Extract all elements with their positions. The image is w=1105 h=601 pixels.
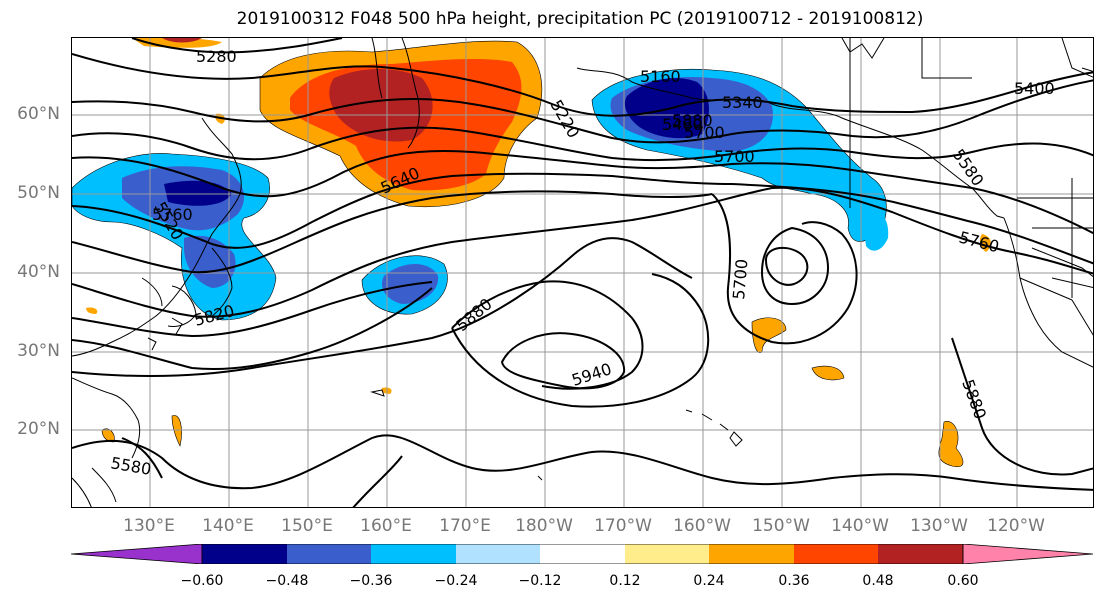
contour-label: 5460 [662, 115, 703, 134]
positive-anomaly-region [132, 38, 222, 48]
negative-anomaly-region [184, 235, 236, 288]
positive-anomaly-region [751, 317, 787, 353]
contour-label: 5160 [640, 67, 681, 86]
lat-label: 40°N [17, 262, 60, 282]
contour-label: 5340 [722, 93, 763, 112]
lat-label: 50°N [17, 183, 60, 203]
contour-label: 5280 [196, 47, 237, 66]
colorbar-swatch [878, 544, 963, 564]
lon-label: 140°E [202, 516, 254, 536]
contour-label: 5760 [152, 205, 193, 224]
colorbar-tick: 0.48 [862, 573, 894, 589]
lon-label: 130°W [910, 516, 968, 536]
colorbar-extend-high [962, 544, 1094, 564]
negative-anomaly-region [164, 180, 232, 206]
positive-anomaly-region [329, 69, 433, 142]
positive-anomaly-region [171, 415, 182, 447]
colorbar-tick: 0.12 [609, 573, 641, 589]
map-canvas: 5280 5220 5160 5340 5400 5460 5520 5580 … [72, 38, 1093, 507]
colorbar-tick: −0.36 [349, 573, 393, 589]
contour-label: 5700 [684, 123, 725, 142]
positive-anomaly-region [938, 421, 964, 468]
colorbar-swatch [202, 544, 287, 564]
graticule [72, 38, 1093, 507]
lon-label: 170°E [439, 516, 491, 536]
colorbar-tick: −0.60 [180, 573, 224, 589]
positive-anomaly-region [811, 365, 845, 381]
colorbar-swatch [371, 544, 456, 564]
positive-anomaly-region [101, 428, 115, 443]
colorbar-tick: −0.48 [265, 573, 309, 589]
colorbar [71, 544, 1094, 564]
positive-anomaly-region [162, 38, 202, 43]
colorbar-tick: −0.24 [434, 573, 478, 589]
negative-anomaly-region [862, 211, 889, 251]
positive-anomaly-region [979, 234, 991, 252]
lon-label: 130°E [123, 516, 175, 536]
lon-label: 120°W [987, 516, 1045, 536]
lat-label: 60°N [17, 104, 60, 124]
lon-label: 170°W [594, 516, 652, 536]
colorbar-swatch [540, 544, 625, 564]
colorbar-swatch [625, 544, 709, 564]
lat-label: 30°N [17, 341, 60, 361]
colorbar-tick: 0.36 [778, 573, 810, 589]
contour-label: 5400 [1014, 79, 1055, 98]
lon-label: 150°E [281, 516, 333, 536]
contour-label: 5880 [958, 377, 990, 422]
lon-label: 150°W [752, 516, 810, 536]
contour-label: 5760 [957, 228, 1001, 257]
colorbar-tick: −0.12 [518, 573, 562, 589]
colorbar-tick: 0.24 [693, 573, 725, 589]
height-contours [72, 38, 1093, 507]
map-title: 2019100312 F048 500 hPa height, precipit… [236, 9, 924, 29]
map-panel: 5280 5220 5160 5340 5400 5460 5520 5580 … [71, 37, 1094, 508]
colorbar-swatch [709, 544, 794, 564]
negative-anomaly-region [624, 78, 709, 139]
contour-label: 5220 [547, 97, 584, 142]
lat-label: 20°N [17, 419, 60, 439]
lon-label: 160°E [360, 516, 412, 536]
contour-label: 5700 [714, 147, 755, 166]
colorbar-tick: 0.60 [947, 573, 979, 589]
lon-label: 140°W [831, 516, 889, 536]
contour-label: 5580 [949, 145, 988, 189]
colorbar-swatch [456, 544, 540, 564]
positive-anomaly-region [86, 307, 98, 314]
contour-label: 5880 [672, 111, 713, 130]
colorbar-extend-low [71, 544, 203, 564]
contour-label: 5580 [109, 453, 152, 479]
colorbar-swatch [287, 544, 371, 564]
colorbar-swatch [794, 544, 878, 564]
contour-label: 5700 [729, 258, 751, 300]
lon-label: 160°W [673, 516, 731, 536]
precip-shading [72, 38, 991, 468]
lon-label: 180°W [515, 516, 573, 536]
